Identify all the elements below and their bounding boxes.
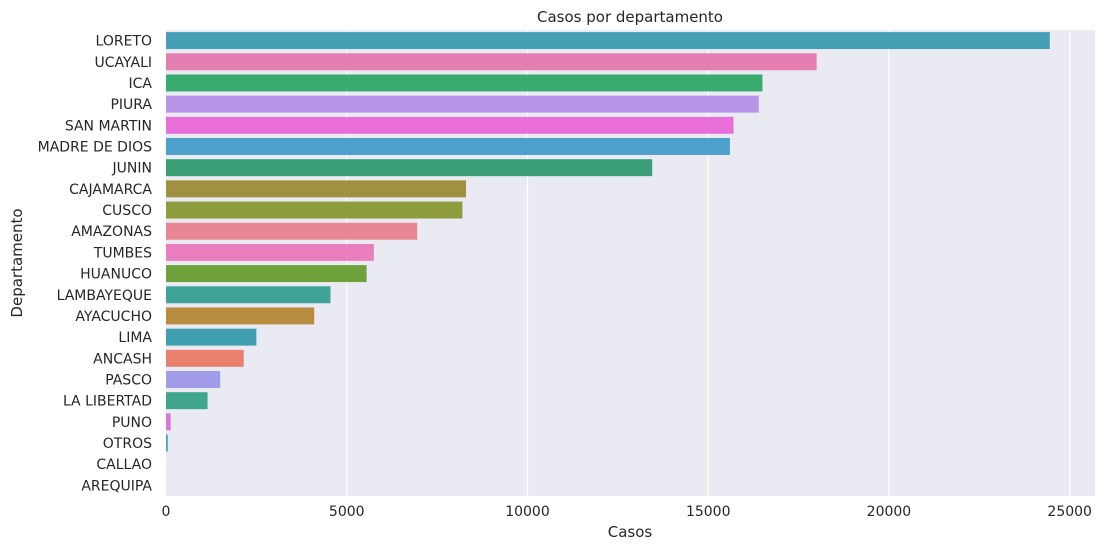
bar-ancash bbox=[166, 349, 244, 367]
y-tick-label: CALLAO bbox=[96, 457, 152, 473]
x-tick-label: 20000 bbox=[867, 504, 912, 520]
x-tick-labels: 0 5000 10000 15000 20000 25000 bbox=[162, 504, 1092, 520]
bar-lambayeque bbox=[166, 286, 331, 304]
y-tick-label: ANCASH bbox=[93, 351, 152, 367]
bar-puno bbox=[166, 413, 171, 431]
x-tick-label: 15000 bbox=[686, 504, 731, 520]
bar-ayacucho bbox=[166, 307, 315, 325]
bar-huanuco bbox=[166, 265, 367, 283]
x-tick-label: 25000 bbox=[1047, 504, 1092, 520]
y-tick-label: CUSCO bbox=[102, 203, 152, 219]
bar-la-libertad bbox=[166, 392, 208, 410]
y-tick-label: JUNIN bbox=[112, 161, 152, 177]
y-tick-label: SAN MARTIN bbox=[65, 118, 152, 134]
y-tick-label: LAMBAYEQUE bbox=[57, 288, 152, 304]
y-tick-label: PIURA bbox=[110, 97, 152, 113]
bars bbox=[166, 32, 1050, 452]
y-tick-label: CAJAMARCA bbox=[69, 182, 152, 198]
bar-tumbes bbox=[166, 243, 374, 261]
y-tick-label: OTROS bbox=[103, 436, 152, 452]
y-tick-label: UCAYALI bbox=[95, 55, 152, 71]
bar-cusco bbox=[166, 201, 463, 219]
y-tick-label: LIMA bbox=[118, 330, 152, 346]
bar-ucayali bbox=[166, 53, 817, 71]
y-tick-label: ICA bbox=[129, 76, 153, 92]
y-tick-label: AMAZONAS bbox=[71, 224, 152, 240]
bar-loreto bbox=[166, 32, 1050, 50]
y-tick-label: TUMBES bbox=[93, 245, 152, 261]
y-tick-label: PASCO bbox=[105, 373, 152, 389]
y-tick-label: AREQUIPA bbox=[81, 478, 152, 494]
x-tick-label: 0 bbox=[162, 504, 171, 520]
y-tick-label: PUNO bbox=[112, 415, 152, 431]
y-tick-label: AYACUCHO bbox=[75, 309, 152, 325]
bar-otros bbox=[166, 434, 168, 452]
x-tick-label: 5000 bbox=[329, 504, 365, 520]
bar-ica bbox=[166, 74, 763, 92]
bar-junin bbox=[166, 159, 653, 177]
x-axis-title: Casos bbox=[608, 523, 653, 541]
y-tick-label: HUANUCO bbox=[80, 267, 152, 283]
y-tick-label: MADRE DE DIOS bbox=[38, 140, 152, 156]
x-tick-label: 10000 bbox=[505, 504, 550, 520]
y-tick-label: LORETO bbox=[96, 34, 152, 50]
y-tick-label: LA LIBERTAD bbox=[63, 394, 152, 410]
bar-madre-de-dios bbox=[166, 138, 730, 155]
bar-amazonas bbox=[166, 222, 418, 240]
bar-pasco bbox=[166, 371, 221, 388]
bar-piura bbox=[166, 95, 759, 113]
bar-san-martin bbox=[166, 116, 734, 134]
bar-lima bbox=[166, 328, 257, 346]
chart-title: Casos por departamento bbox=[537, 8, 723, 26]
y-tick-labels: LORETO UCAYALI ICA PIURA SAN MARTIN MADRE DE … bbox=[38, 34, 153, 495]
bar-cajamarca bbox=[166, 180, 467, 198]
y-axis-title: Departamento bbox=[8, 208, 26, 317]
